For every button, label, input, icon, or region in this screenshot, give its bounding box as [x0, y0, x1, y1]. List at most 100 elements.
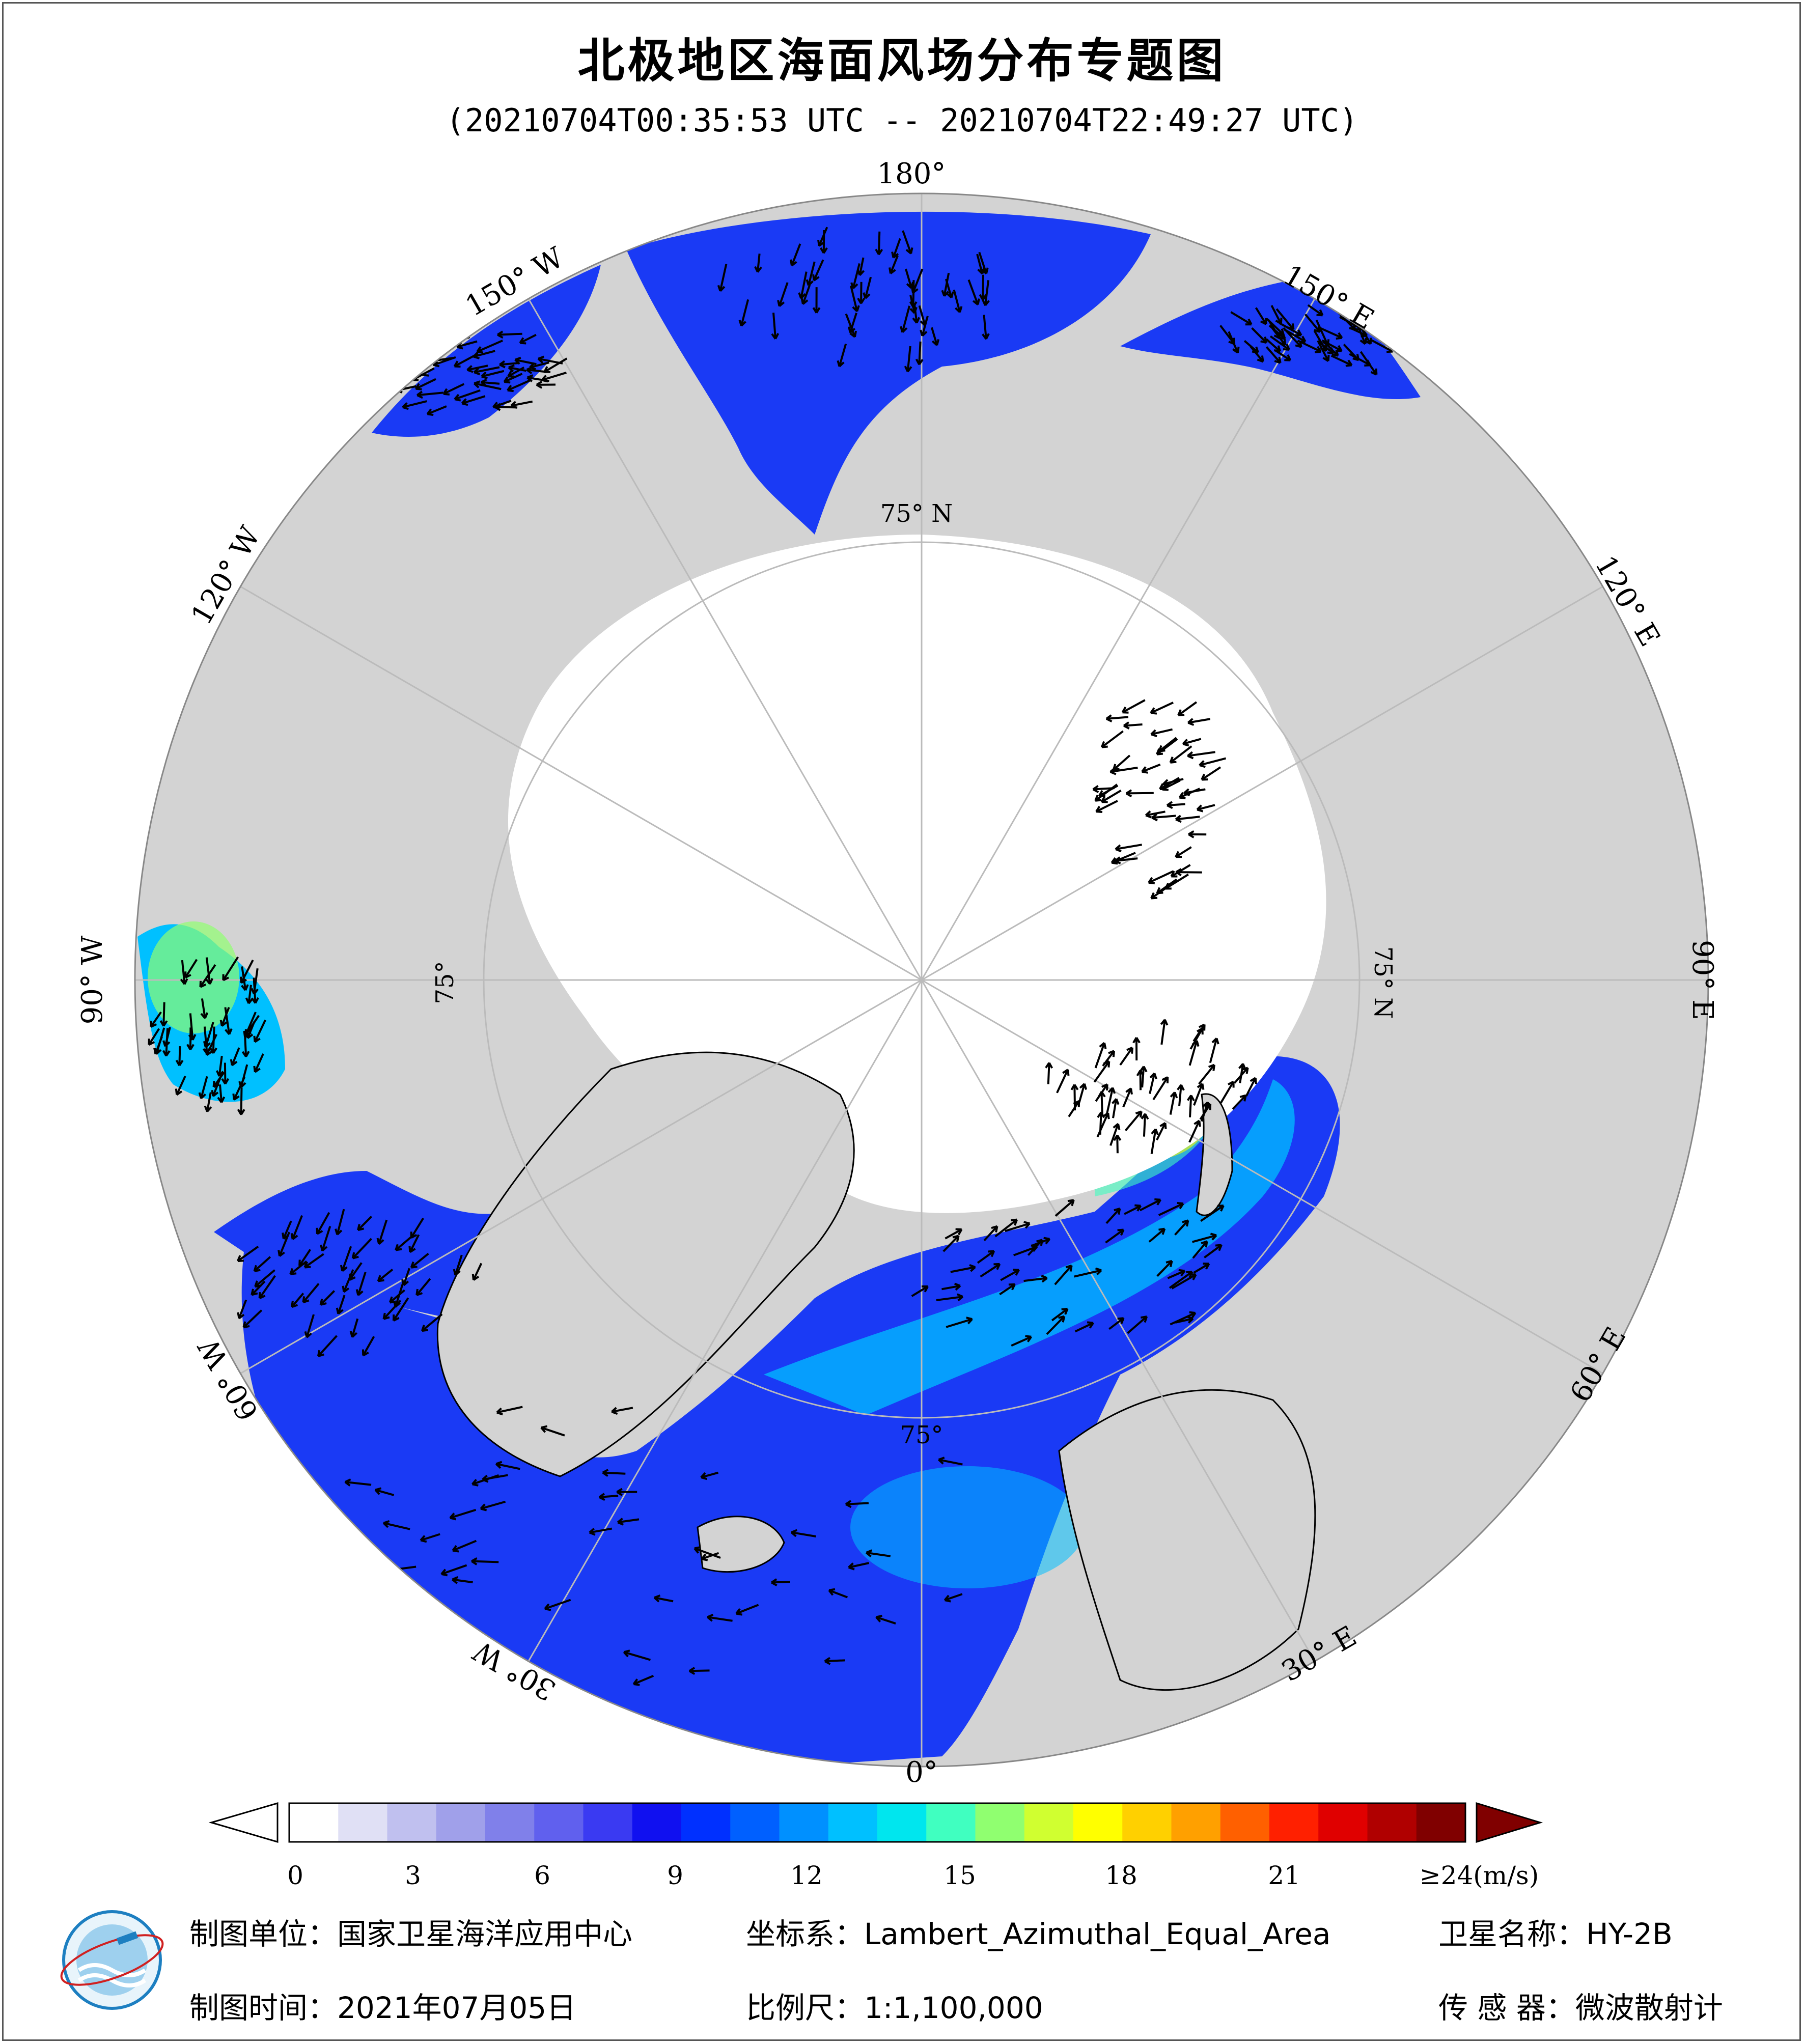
- wind-arrow: [1245, 1077, 1257, 1097]
- wind-arrow: [420, 1533, 440, 1543]
- wind-arrow: [519, 333, 537, 345]
- wind-arrow: [1149, 1072, 1157, 1094]
- wind-arrow: [1074, 1321, 1094, 1333]
- wind-arrow: [1096, 1112, 1110, 1137]
- wind-arrow: [442, 383, 465, 396]
- wind-arrow: [611, 1407, 633, 1415]
- wind-arrow: [1359, 351, 1378, 376]
- colorbar-segment: [681, 1803, 731, 1842]
- wind-arrow: [150, 1011, 162, 1028]
- wind-arrow: [1115, 844, 1143, 853]
- wind-arrow: [461, 395, 486, 406]
- wind-arrow: [335, 1209, 345, 1236]
- wind-arrow: [526, 366, 547, 375]
- wind-arrow: [735, 1604, 759, 1616]
- wind-arrow: [1113, 1134, 1122, 1154]
- wind-arrow: [453, 1254, 463, 1276]
- wind-arrow: [1158, 737, 1177, 752]
- wind-arrow: [994, 1218, 1018, 1238]
- wind-arrow: [617, 1518, 640, 1526]
- wind-arrow: [967, 279, 980, 305]
- wind-arrow: [452, 1576, 473, 1584]
- wind-arrow: [1124, 1110, 1143, 1131]
- wind-vectors: [148, 227, 1405, 1686]
- wind-arrow: [476, 340, 503, 354]
- wind-arrow: [1122, 1087, 1133, 1108]
- wind-arrow: [1097, 1091, 1106, 1114]
- wind-arrow: [1230, 311, 1253, 326]
- wind-arrow: [230, 1047, 240, 1067]
- wind-arrow: [298, 1249, 312, 1267]
- wind-arrow: [837, 343, 847, 368]
- wind-arrow: [1112, 754, 1131, 771]
- wind-arrow: [1150, 886, 1168, 900]
- colorbar-segment: [828, 1803, 878, 1842]
- wind-arrow: [850, 285, 860, 312]
- wind-arrow: [408, 1234, 420, 1253]
- colorbar: [208, 1802, 1543, 1843]
- wind-arrow: [1141, 763, 1161, 774]
- wind-arrow: [1219, 1080, 1235, 1104]
- colorbar-segment: [1269, 1803, 1319, 1842]
- wind-arrow: [544, 1599, 571, 1611]
- wind-arrow: [392, 1297, 409, 1322]
- wind-arrow: [1100, 790, 1122, 803]
- wind-arrow: [1156, 1122, 1167, 1141]
- wind-arrow: [754, 254, 762, 273]
- wind-arrow: [429, 335, 450, 344]
- colorbar-segment: [1220, 1803, 1270, 1842]
- wind-arrow: [1112, 1098, 1120, 1118]
- wind-arrow: [946, 1317, 973, 1328]
- wind-arrow: [771, 313, 780, 340]
- wind-arrow: [598, 1493, 619, 1501]
- wind-arrow: [1100, 730, 1124, 748]
- lon-label-0: 0°: [905, 1756, 938, 1789]
- wind-arrow: [238, 1064, 248, 1088]
- wind-arrow: [217, 1084, 226, 1103]
- wind-arrow: [1204, 1244, 1223, 1258]
- wind-arrow: [1111, 852, 1136, 865]
- colorbar-segment: [1367, 1803, 1417, 1842]
- wind-arrow: [812, 287, 821, 314]
- wind-arrow: [1188, 830, 1207, 838]
- wind-arrow: [632, 1674, 654, 1686]
- colorbar-segment: [485, 1803, 535, 1842]
- wind-arrow: [244, 1015, 260, 1037]
- wind-arrow: [180, 960, 188, 985]
- wind-arrow: [1200, 1205, 1225, 1222]
- sea-ice-cap: [508, 535, 1326, 1213]
- footer-unit: 制图单位：国家卫星海洋应用中心: [189, 1917, 633, 1951]
- wind-arrow: [717, 264, 728, 292]
- wind-arrow: [471, 1474, 499, 1487]
- wind-arrow: [1330, 354, 1353, 367]
- wind-arrow: [982, 315, 990, 340]
- wind-arrow: [941, 272, 950, 297]
- wind-arrow: [1267, 319, 1281, 340]
- wind-arrow: [497, 330, 522, 339]
- wind-arrow: [237, 1245, 259, 1263]
- colorbar-segment: [1122, 1803, 1172, 1842]
- wind-arrow: [1187, 751, 1215, 760]
- wind-arrow: [1219, 325, 1236, 345]
- wind-arrow: [999, 1283, 1016, 1296]
- wind-arrow: [540, 1425, 565, 1437]
- wind-arrow: [863, 276, 872, 299]
- wind-arrow: [983, 1225, 998, 1242]
- wind-arrow: [290, 1215, 303, 1240]
- wind-arrow: [481, 370, 505, 380]
- wind-arrow: [254, 1269, 275, 1288]
- wind-arrow: [508, 364, 526, 373]
- wind-arrow: [904, 346, 912, 373]
- wind-arrow: [507, 379, 531, 393]
- colorbar-segment: [877, 1803, 927, 1842]
- wind-arrow: [1132, 1037, 1141, 1060]
- wind-arrow: [1386, 328, 1405, 348]
- wind-arrow: [291, 1293, 304, 1308]
- wind-arrow: [440, 1564, 467, 1577]
- wind-arrow: [212, 1072, 225, 1088]
- wind-arrow: [1177, 1084, 1185, 1106]
- wind-arrow: [1275, 308, 1295, 331]
- wind-arrow: [1192, 1240, 1208, 1259]
- wind-arrow: [848, 313, 857, 333]
